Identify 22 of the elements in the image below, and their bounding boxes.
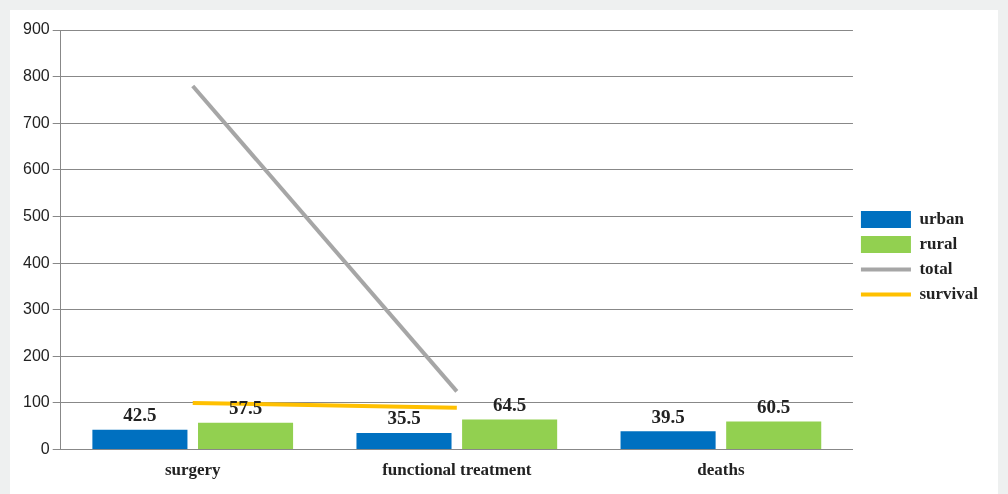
x-tick-label: surgery [164,460,222,480]
legend-label: survival [919,283,979,303]
data-label: 42.5 [123,404,157,426]
y-tick-label: 300 [22,300,50,318]
data-label: 35.5 [387,407,421,429]
y-tick-label: 600 [22,160,50,178]
y-tick-label: 900 [22,20,50,38]
y-tick-label: 700 [22,113,50,131]
y-tick-label: 500 [22,206,50,224]
x-tick-label: deaths [697,460,745,480]
y-tick-label: 800 [22,67,50,85]
y-tick-label: 100 [22,393,50,411]
data-label: 60.5 [757,395,791,417]
legend-label: total [919,258,953,278]
data-label: 39.5 [651,405,685,427]
data-label: 64.5 [493,393,527,415]
x-tick-label: functional treatment [382,460,532,480]
legend-label: rural [919,233,958,253]
y-tick-label: 0 [40,440,50,458]
y-tick-label: 200 [22,346,50,364]
legend-label: urban [919,208,965,228]
y-tick-label: 400 [22,253,50,271]
